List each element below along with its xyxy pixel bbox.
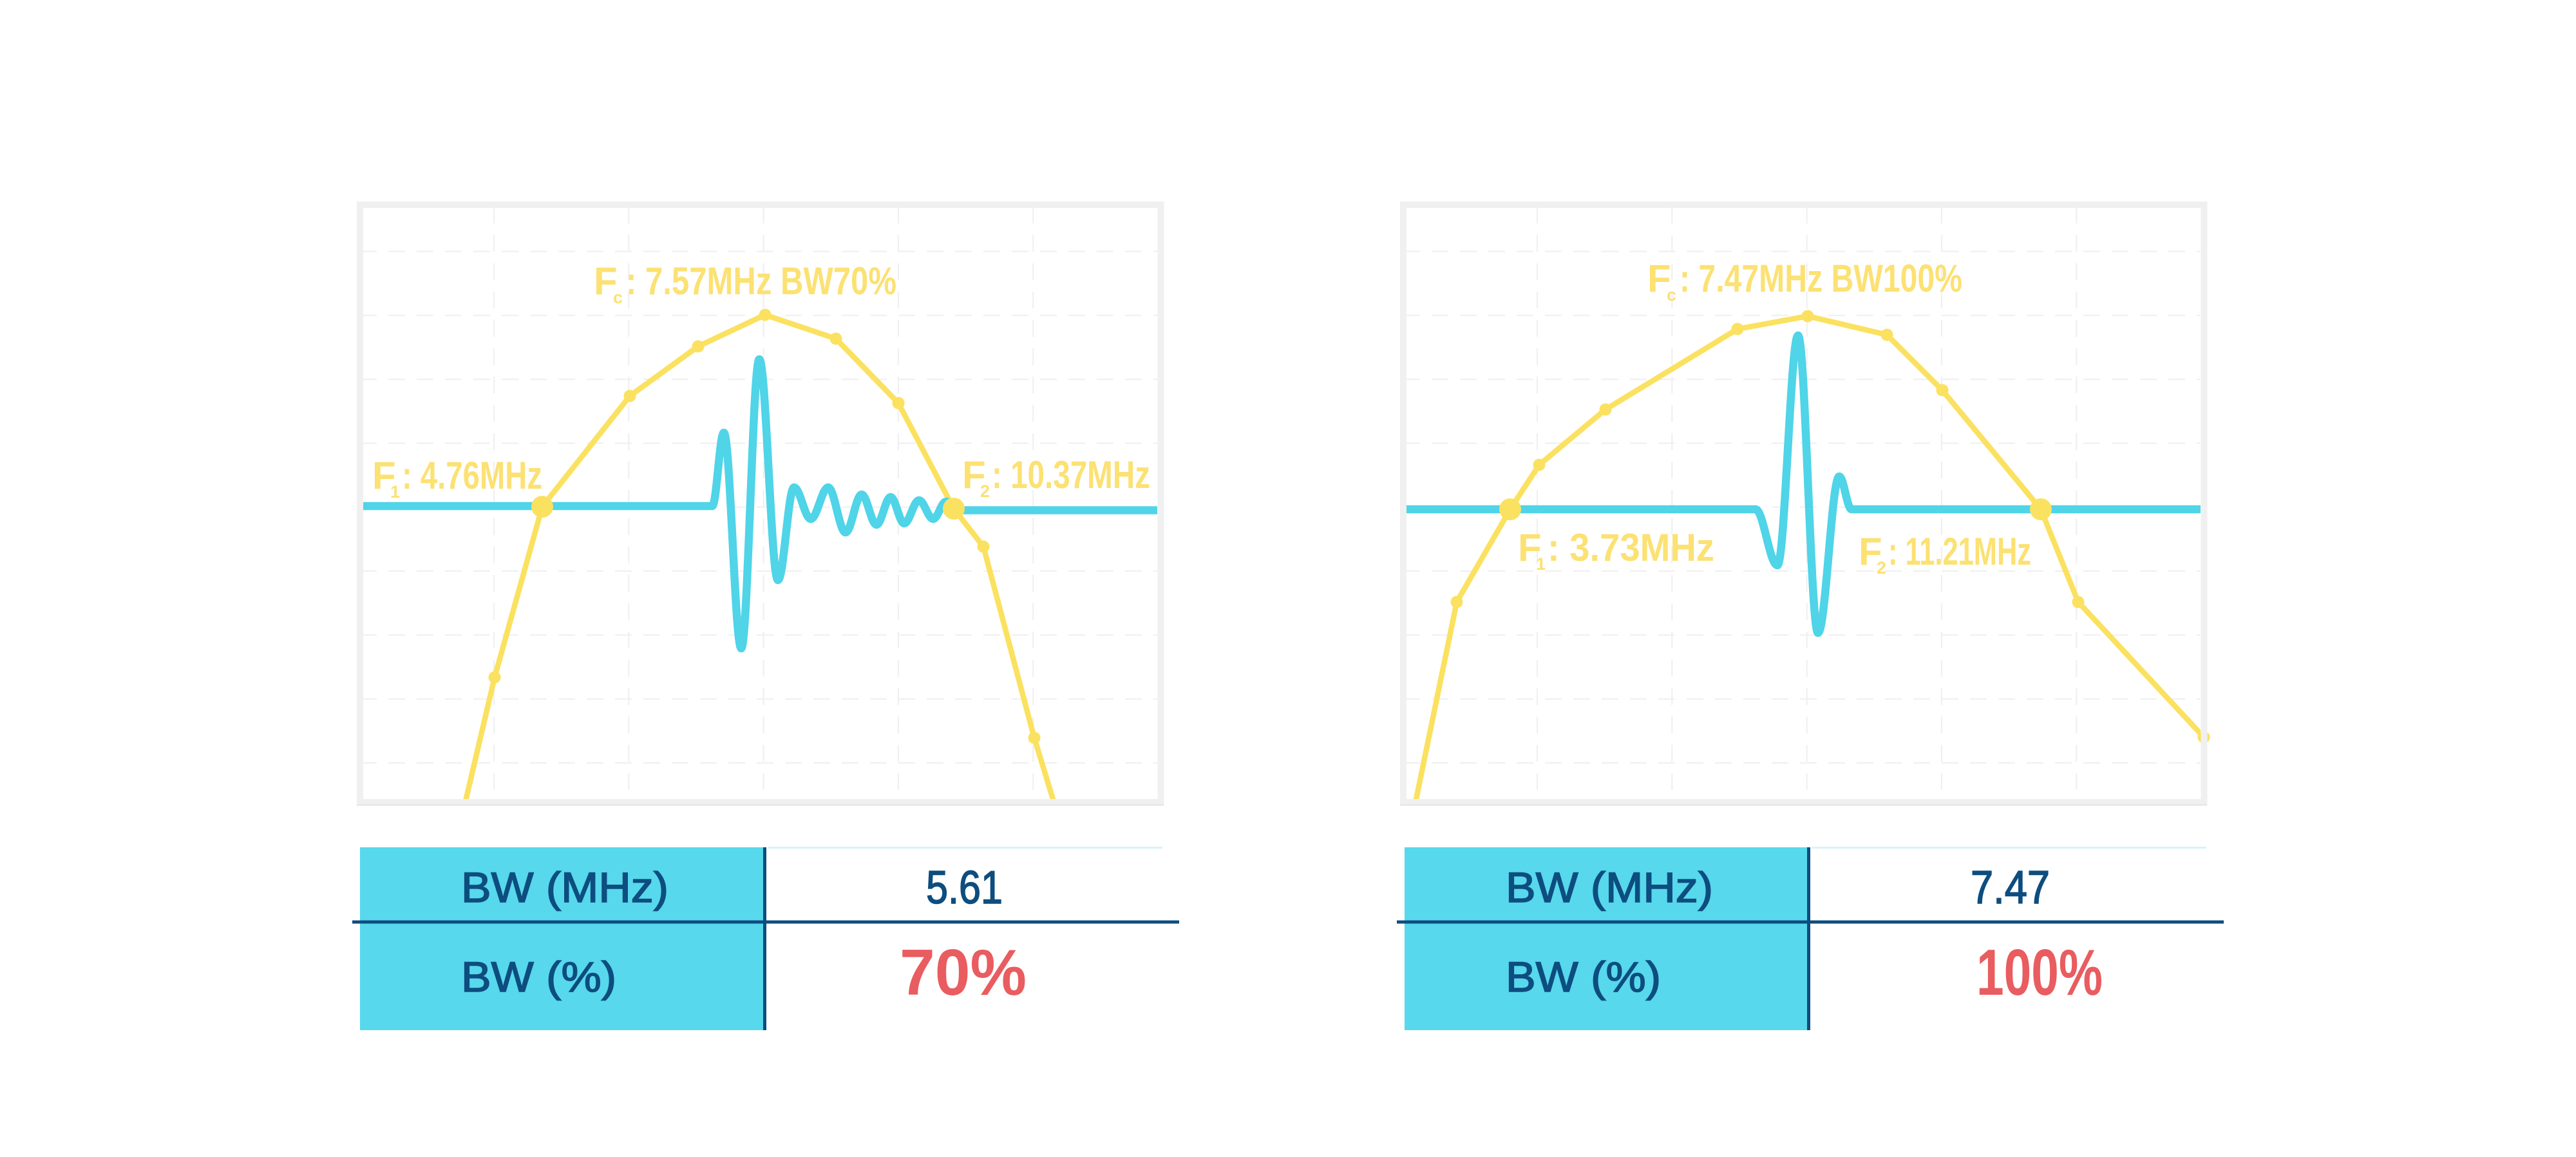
svg-text:: 11.21MHz: : 11.21MHz [1888,530,2031,573]
svg-text:2: 2 [980,482,990,501]
svg-text:BW (MHz): BW (MHz) [461,863,668,911]
svg-text:F: F [1859,530,1882,573]
svg-text:: 10.37MHz: : 10.37MHz [992,453,1150,496]
svg-text:F: F [1518,526,1542,569]
svg-text:70%: 70% [900,937,1027,1009]
svg-text:: 7.57MHz BW70%: : 7.57MHz BW70% [626,259,896,303]
svg-text:c: c [613,288,623,307]
svg-text:BW (MHz): BW (MHz) [1506,863,1713,911]
svg-text:7.47: 7.47 [1971,862,2050,914]
svg-text:F: F [962,453,986,496]
svg-text:BW (%): BW (%) [1506,953,1661,1001]
svg-text:F: F [594,259,618,303]
svg-text:5.61: 5.61 [926,862,1003,914]
svg-text:: 7.47MHz BW100%: : 7.47MHz BW100% [1680,257,1962,300]
svg-text:100%: 100% [1976,937,2103,1009]
svg-text:c: c [1667,285,1676,305]
svg-text:F: F [1647,257,1671,300]
svg-text:: 4.76MHz: : 4.76MHz [402,454,542,497]
svg-text:F: F [372,454,396,497]
svg-text:2: 2 [1877,558,1886,578]
svg-text:1: 1 [1536,554,1546,574]
svg-text:BW (%): BW (%) [461,953,616,1001]
svg-text:1: 1 [390,482,400,502]
svg-text:: 3.73MHz: : 3.73MHz [1548,526,1714,569]
